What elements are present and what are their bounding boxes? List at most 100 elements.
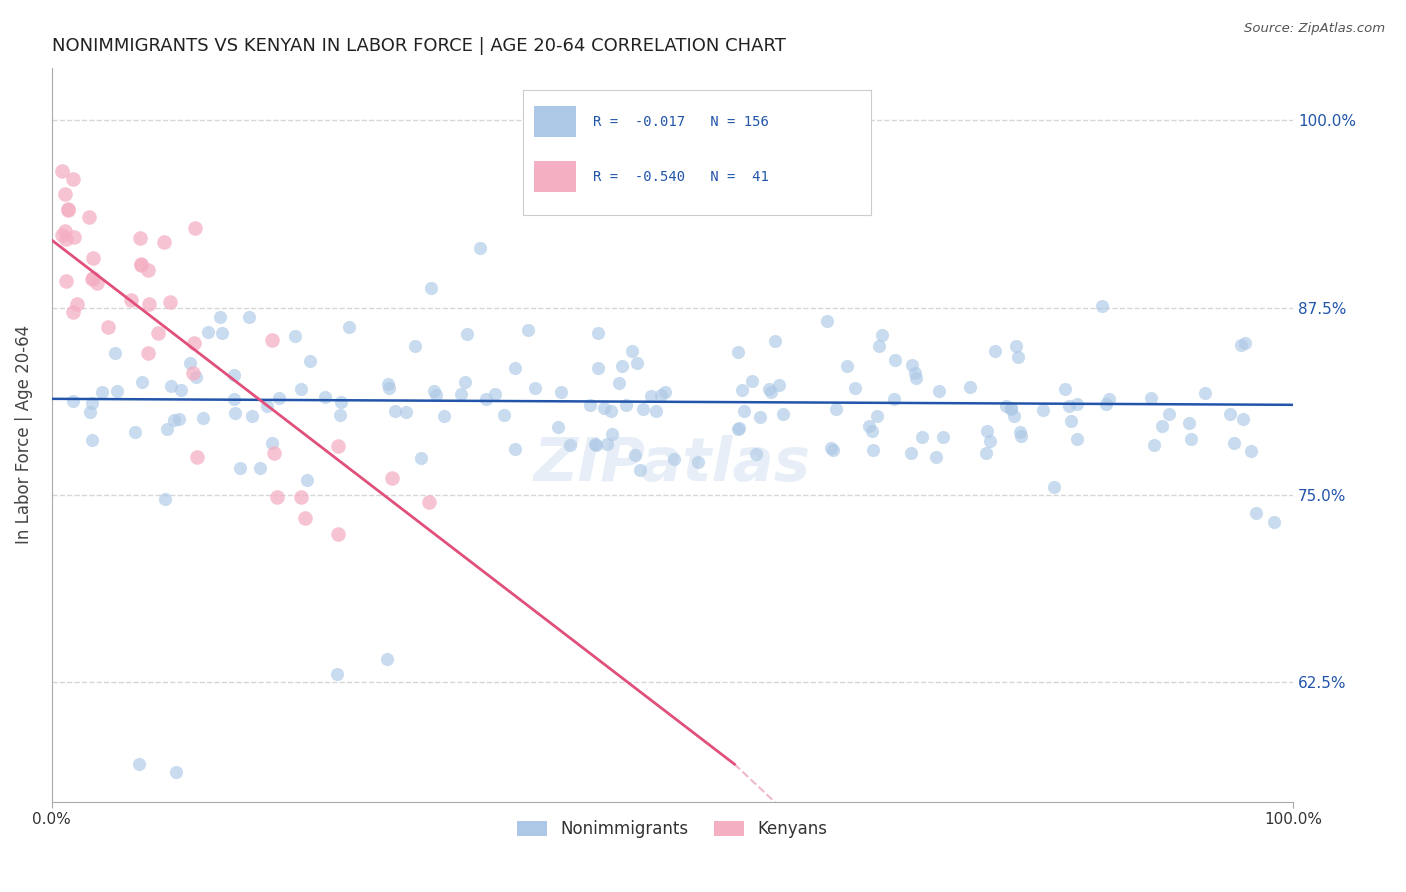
Point (662, 452, 685, 467)
Point (1060, 414, 1083, 428)
Point (138, 297, 160, 311)
Point (768, 377, 790, 392)
Point (1066, 397, 1088, 411)
Point (238, 310, 260, 324)
Point (193, 411, 215, 425)
Point (159, 379, 181, 393)
Point (1043, 480, 1066, 494)
Point (979, 434, 1001, 448)
Point (299, 353, 322, 368)
Point (131, 375, 153, 389)
Point (260, 436, 283, 450)
Point (104, 345, 127, 359)
Point (599, 404, 621, 418)
Point (297, 473, 319, 487)
Point (294, 511, 316, 525)
Point (454, 375, 477, 389)
Point (645, 404, 668, 418)
Point (1223, 436, 1246, 450)
Point (900, 446, 922, 460)
Point (146, 326, 169, 340)
Point (1230, 338, 1253, 352)
Point (558, 437, 581, 451)
Text: ZIPatlas: ZIPatlas (534, 434, 811, 493)
Point (377, 376, 399, 391)
Point (51, 163, 73, 178)
Point (425, 387, 447, 401)
Point (240, 409, 263, 423)
Point (80, 396, 103, 410)
Point (686, 455, 709, 469)
Point (82, 251, 104, 265)
Point (976, 446, 998, 460)
Point (626, 356, 648, 370)
Point (494, 409, 516, 423)
Point (821, 443, 844, 458)
Point (184, 221, 207, 235)
Point (733, 404, 755, 418)
Point (384, 404, 406, 418)
Legend: Nonimmigrants, Kenyans: Nonimmigrants, Kenyans (510, 814, 834, 845)
Point (837, 359, 859, 374)
Point (727, 420, 749, 434)
Point (932, 430, 955, 444)
Point (263, 445, 285, 459)
Point (1053, 382, 1076, 396)
Point (79, 405, 101, 419)
Point (62, 305, 84, 319)
Point (80, 271, 103, 285)
Point (62, 171, 84, 186)
Point (229, 460, 252, 475)
Point (928, 384, 950, 398)
Point (731, 383, 754, 397)
Point (983, 344, 1005, 359)
Point (868, 339, 890, 353)
Point (165, 764, 187, 779)
Point (596, 437, 619, 451)
Point (870, 328, 893, 343)
Point (326, 667, 349, 681)
Point (1000, 401, 1022, 415)
Text: Source: ZipAtlas.com: Source: ZipAtlas.com (1244, 22, 1385, 36)
Point (1059, 399, 1081, 413)
Point (1139, 391, 1161, 405)
Point (503, 442, 526, 456)
Point (211, 326, 233, 340)
Point (763, 334, 786, 348)
Point (640, 389, 662, 403)
Point (825, 401, 848, 416)
Point (129, 258, 152, 272)
Point (411, 450, 433, 465)
Point (224, 392, 246, 406)
Point (419, 280, 441, 294)
Point (1143, 438, 1166, 452)
Point (381, 471, 404, 485)
Point (197, 326, 219, 340)
Point (1244, 506, 1267, 520)
Point (1091, 299, 1114, 313)
Point (1240, 443, 1263, 458)
Point (600, 426, 623, 441)
Point (163, 413, 186, 427)
Point (186, 450, 208, 464)
Point (592, 401, 614, 415)
Point (1010, 425, 1032, 439)
Point (53, 224, 76, 238)
Point (86, 276, 108, 290)
Point (58, 202, 80, 216)
Point (901, 358, 924, 372)
Point (484, 387, 506, 401)
Point (858, 418, 880, 433)
Point (628, 463, 651, 477)
Point (976, 425, 998, 439)
Point (80, 434, 103, 448)
Point (516, 323, 538, 337)
Point (1010, 429, 1032, 443)
Point (1233, 336, 1256, 351)
Point (450, 386, 472, 401)
Point (290, 382, 312, 396)
Point (183, 336, 205, 351)
Point (378, 381, 401, 395)
Point (269, 391, 291, 405)
Point (1000, 401, 1022, 416)
